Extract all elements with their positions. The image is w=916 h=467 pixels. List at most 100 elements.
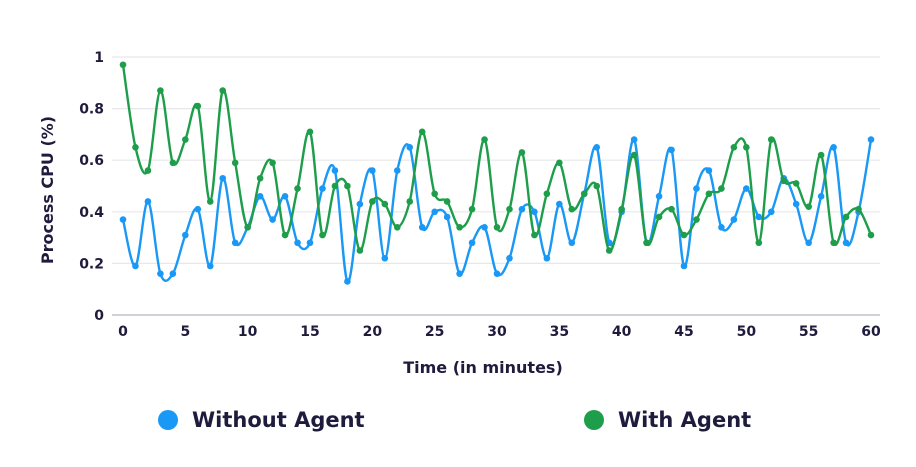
data-point bbox=[792, 200, 800, 208]
y-axis-ticks: 0 0.2 0.4 0.6 0.8 1 bbox=[79, 50, 104, 324]
series-line bbox=[121, 64, 873, 252]
data-point bbox=[194, 205, 202, 213]
data-point bbox=[767, 208, 775, 216]
data-point bbox=[182, 231, 189, 239]
data-point bbox=[755, 239, 763, 247]
data-point bbox=[630, 136, 638, 143]
data-point bbox=[169, 159, 177, 167]
data-point bbox=[169, 270, 177, 278]
data-point bbox=[792, 180, 800, 187]
data-point bbox=[855, 205, 862, 213]
data-point bbox=[356, 247, 364, 254]
data-point bbox=[531, 208, 538, 216]
data-point bbox=[406, 198, 414, 205]
data-point bbox=[743, 144, 750, 151]
data-point bbox=[680, 262, 688, 270]
data-point bbox=[456, 223, 463, 231]
data-point bbox=[119, 61, 127, 69]
data-point bbox=[705, 167, 713, 174]
data-point bbox=[269, 159, 276, 167]
data-point bbox=[231, 239, 239, 247]
x-tick-label: 10 bbox=[238, 324, 258, 340]
data-point bbox=[780, 177, 788, 185]
data-point bbox=[556, 159, 563, 167]
data-point bbox=[456, 270, 463, 278]
data-point bbox=[767, 136, 775, 143]
data-point bbox=[830, 144, 837, 151]
data-point bbox=[281, 193, 289, 200]
data-point bbox=[867, 136, 875, 143]
grid bbox=[112, 56, 880, 316]
legend-label: Without Agent bbox=[192, 408, 365, 432]
data-point bbox=[306, 128, 314, 136]
data-point bbox=[730, 216, 738, 223]
data-point bbox=[144, 198, 152, 205]
data-point bbox=[718, 223, 725, 231]
data-point bbox=[531, 231, 538, 239]
data-point bbox=[381, 254, 389, 262]
y-tick-label: 0 bbox=[94, 308, 104, 324]
data-point bbox=[406, 144, 414, 151]
series-without-agent bbox=[119, 136, 875, 285]
legend-item-with-agent: With Agent bbox=[584, 408, 751, 432]
x-tick-label: 50 bbox=[737, 324, 757, 340]
data-point bbox=[693, 185, 700, 192]
data-point bbox=[468, 205, 476, 213]
data-point bbox=[144, 167, 152, 174]
data-point bbox=[817, 193, 825, 200]
y-tick-label: 0.2 bbox=[79, 256, 104, 272]
data-point bbox=[244, 223, 251, 231]
data-point bbox=[817, 151, 825, 159]
data-point bbox=[668, 146, 675, 154]
data-point bbox=[256, 174, 264, 182]
data-point bbox=[468, 239, 476, 247]
x-tick-label: 30 bbox=[487, 324, 507, 340]
data-point bbox=[693, 216, 700, 223]
x-tick-label: 35 bbox=[550, 324, 569, 340]
data-point bbox=[344, 182, 351, 190]
data-point bbox=[369, 167, 376, 174]
data-point bbox=[431, 208, 438, 216]
x-tick-label: 55 bbox=[799, 324, 818, 340]
data-point bbox=[743, 185, 750, 192]
data-point bbox=[830, 239, 837, 247]
x-tick-label: 45 bbox=[674, 324, 693, 340]
data-point bbox=[157, 87, 164, 94]
data-point bbox=[805, 239, 812, 247]
x-tick-label: 15 bbox=[300, 324, 319, 340]
y-tick-label: 1 bbox=[94, 50, 104, 66]
data-point bbox=[518, 149, 526, 156]
data-point bbox=[506, 205, 513, 213]
legend-label: With Agent bbox=[618, 408, 752, 432]
data-point bbox=[356, 200, 364, 208]
series-with-agent bbox=[119, 61, 875, 254]
data-point bbox=[593, 144, 601, 151]
x-tick-label: 60 bbox=[861, 324, 881, 340]
data-point bbox=[568, 239, 576, 247]
data-point bbox=[705, 190, 713, 198]
data-point bbox=[319, 231, 326, 239]
legend-marker-blue bbox=[158, 410, 178, 430]
data-point bbox=[580, 190, 588, 198]
data-point bbox=[518, 205, 526, 213]
data-point bbox=[680, 231, 688, 239]
data-point bbox=[493, 223, 501, 231]
data-point bbox=[119, 216, 127, 223]
data-point bbox=[418, 223, 426, 231]
data-point bbox=[132, 144, 139, 151]
legend-item-without-agent: Without Agent bbox=[158, 408, 365, 432]
data-point bbox=[294, 185, 301, 192]
data-point bbox=[593, 182, 601, 190]
data-point bbox=[206, 198, 214, 205]
data-point bbox=[805, 203, 812, 210]
data-point bbox=[605, 247, 613, 254]
data-point bbox=[506, 254, 513, 262]
x-tick-label: 5 bbox=[180, 324, 190, 340]
data-point bbox=[269, 216, 276, 223]
data-point bbox=[393, 223, 401, 231]
data-point bbox=[630, 151, 638, 159]
data-point bbox=[543, 254, 551, 262]
data-point bbox=[481, 223, 488, 231]
data-point bbox=[231, 159, 239, 167]
